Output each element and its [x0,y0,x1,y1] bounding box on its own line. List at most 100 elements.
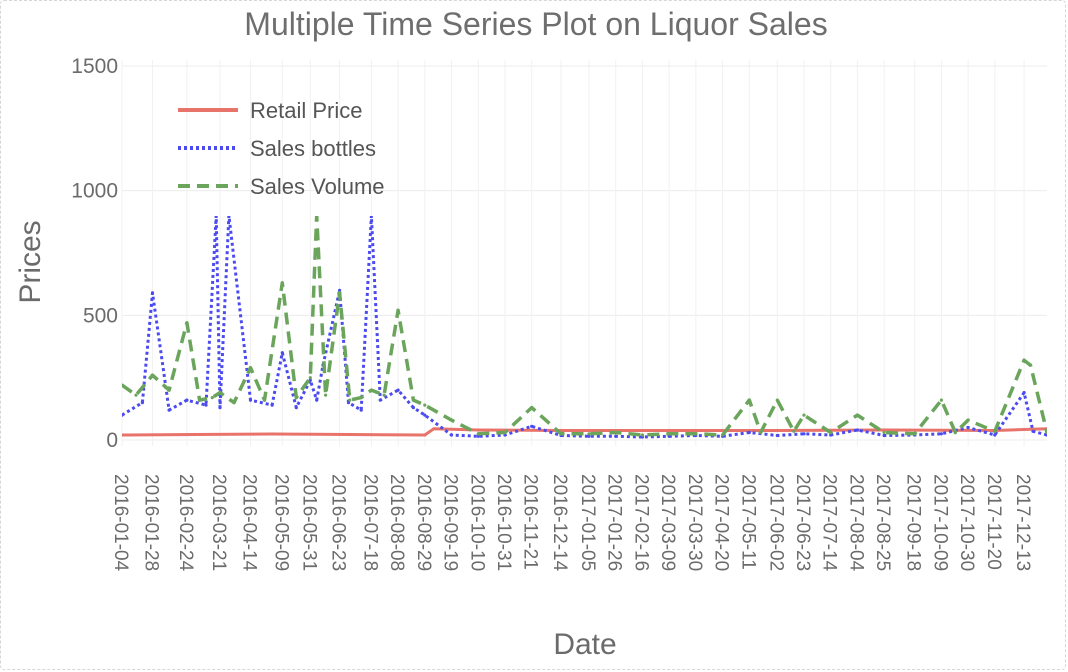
data-point [204,403,208,407]
data-point [150,291,155,295]
series-line-sales-bottles [122,216,1047,439]
data-point [423,413,427,417]
x-tick-label: 2016-06-23 [328,474,349,571]
data-point [432,427,436,431]
x-tick-label: 2017-10-30 [956,474,977,571]
data-point [953,430,958,435]
x-tick-label: 2017-05-11 [737,474,758,570]
data-point [640,433,645,437]
data-point [721,433,725,437]
data-point [1045,430,1047,435]
data-point [775,428,779,433]
data-point [140,401,144,405]
chart-title: Multiple Time Series Plot on Liquor Sale… [244,6,827,42]
data-point [614,434,618,438]
x-tick-label: 2017-10-09 [929,474,950,571]
data-point [503,430,507,435]
data-point [476,428,480,432]
x-tick-label: 2016-03-21 [208,474,229,571]
data-point [423,403,427,407]
x-tick-label: 2016-01-04 [110,474,131,572]
data-point [270,403,274,407]
data-point [248,398,253,402]
data-point [122,433,124,437]
data-point [315,216,319,218]
data-point [369,388,373,392]
legend-item-label[interactable]: Retail Price [250,98,362,123]
x-tick-label: 2017-03-09 [657,474,678,571]
data-point [122,383,124,387]
data-point [210,396,214,400]
x-tick-label: 2016-09-19 [440,474,461,571]
data-point [227,216,231,218]
x-tick-label: 2016-12-14 [549,474,570,572]
x-tick-label: 2017-03-30 [684,474,705,571]
data-point [248,366,253,370]
x-tick-label: 2016-02-24 [175,474,196,572]
data-point [966,425,970,430]
data-point [348,398,352,402]
data-point [294,406,298,410]
data-point [167,408,171,412]
data-point [1028,363,1033,367]
data-point [939,432,944,436]
data-point [167,388,171,392]
data-point [346,401,351,405]
x-tick-label: 2016-10-31 [493,474,514,571]
x-tick-label: 2017-01-05 [577,474,598,571]
data-point [913,432,917,436]
data-point [559,432,563,436]
data-point [1045,433,1047,437]
data-point [382,393,386,397]
x-tick-label: 2016-08-08 [386,474,407,571]
data-point [338,288,342,292]
x-tick-label: 2016-01-28 [141,474,162,571]
x-tick-label: 2016-05-09 [270,474,291,571]
data-point [829,430,833,435]
data-point [694,432,698,436]
y-axis-ticks: 0 500 1000 1500 [71,55,118,452]
grid [121,60,1047,446]
data-point [192,432,197,437]
data-point [587,432,591,436]
data-point [882,428,886,432]
y-tick-label: 1000 [71,180,118,203]
data-point [530,406,534,410]
x-tick-label: 2017-09-18 [903,474,924,571]
data-point [939,398,944,402]
x-tick-label: 2017-06-23 [792,474,813,571]
data-point [315,398,319,402]
data-point [280,351,284,355]
data-point [262,398,267,402]
data-point [396,388,400,392]
data-point [587,434,591,438]
data-point [882,433,886,438]
data-point [378,398,382,402]
legend[interactable]: Retail Price Sales bottles Sales Volume [178,98,385,199]
data-point [802,413,806,417]
legend-item-label[interactable]: Sales Volume [250,174,385,199]
x-tick-label: 2016-10-10 [466,474,487,571]
data-point [150,373,155,377]
y-tick-label: 500 [83,304,118,327]
legend-item-label[interactable]: Sales bottles [250,136,376,161]
y-tick-label: 0 [106,429,118,452]
data-point [1022,391,1026,395]
x-tick-label: 2017-07-14 [819,474,840,572]
x-tick-label: 2017-01-26 [604,474,625,571]
data-point [747,430,751,435]
data-point [449,433,454,437]
data-point [294,396,298,400]
x-tick-label: 2017-02-16 [630,474,651,571]
data-point [993,433,997,437]
x-tick-label: 2016-07-18 [359,474,380,571]
data-point [359,396,363,400]
data-point [966,418,970,422]
data-point [667,428,671,433]
x-tick-label: 2016-11-21 [520,474,541,570]
data-point [449,418,454,422]
data-point [775,398,779,402]
data-point [396,308,400,312]
